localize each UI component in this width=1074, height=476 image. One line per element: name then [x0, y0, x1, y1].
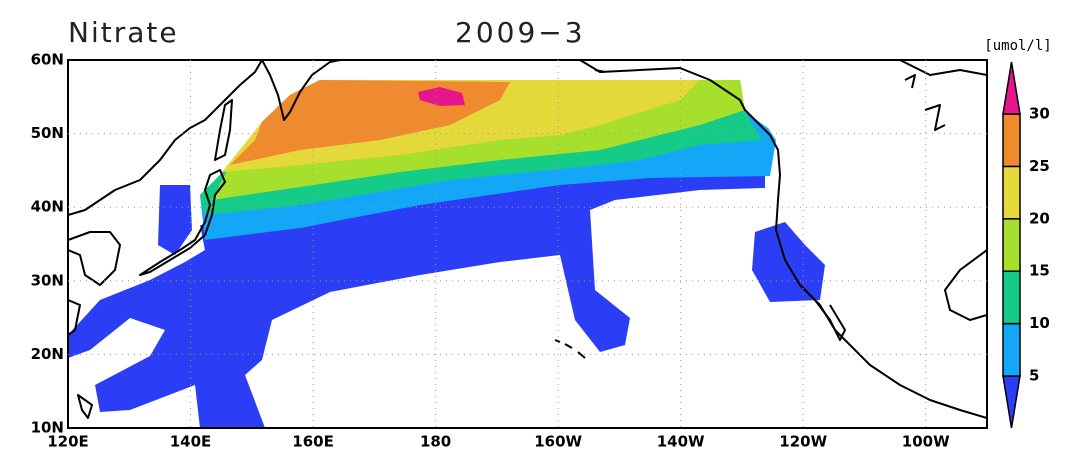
- colorbar-high-triangle: [1002, 61, 1021, 115]
- coast-kamchatka: [261, 60, 341, 121]
- x-tick-label: 140E: [170, 433, 212, 451]
- contour-region: [752, 222, 825, 302]
- x-tick-label: 180: [420, 433, 451, 451]
- colorbar-label: 10: [1029, 314, 1050, 332]
- coast-baja: [799, 284, 846, 341]
- y-tick-label: 50N: [31, 124, 64, 142]
- contour-region: [418, 87, 465, 106]
- coast-gulf: [944, 249, 987, 321]
- colorbar-label: 25: [1029, 157, 1050, 175]
- colorbar-segment: [1002, 218, 1021, 272]
- x-tick-label: 160E: [292, 433, 334, 451]
- colorbar: 5 10 15 20 25 30: [1002, 61, 1050, 429]
- colorbar-label: 5: [1029, 367, 1039, 385]
- date: 2009−3: [455, 16, 586, 49]
- coast-korea: [68, 231, 121, 286]
- x-tick-label: 160W: [534, 433, 582, 451]
- nitrate-field: [68, 80, 825, 428]
- units: [umol/l]: [984, 38, 1051, 54]
- y-tick-label: 20N: [31, 345, 64, 363]
- colorbar-label: 20: [1029, 209, 1050, 227]
- coast-japan: [139, 169, 226, 276]
- colorbar-label: 30: [1029, 105, 1050, 123]
- coast-alaska: [579, 60, 781, 176]
- coast-sakhalin: [214, 99, 233, 161]
- colorbar-segment: [1002, 322, 1021, 377]
- coast-islands: [594, 69, 946, 131]
- y-tick-label: 60N: [31, 51, 64, 69]
- x-tick-label: 120E: [47, 433, 89, 451]
- colorbar-segment: [1002, 113, 1021, 168]
- contour-region: [158, 185, 192, 255]
- y-tick-label: 10N: [31, 419, 64, 437]
- colorbar-label: 15: [1029, 262, 1050, 280]
- coast-hudson: [899, 60, 987, 76]
- coastlines: [68, 60, 987, 419]
- colorbar-low-triangle: [1002, 375, 1021, 429]
- x-tick-label: 100W: [902, 433, 950, 451]
- colorbar-segment: [1002, 270, 1021, 325]
- contour-region: [555, 82, 645, 120]
- colorbar-segment: [1002, 165, 1021, 220]
- title: Nitrate: [68, 16, 179, 49]
- x-tick-label: 120W: [779, 433, 827, 451]
- plot-frame: [67, 59, 988, 429]
- y-tick-label: 30N: [31, 271, 64, 289]
- coast-hawaii: [554, 339, 586, 359]
- y-tick-label: 40N: [31, 198, 64, 216]
- coast-taiwan: [77, 394, 93, 419]
- coast-china: [68, 299, 81, 336]
- x-tick-label: 140W: [657, 433, 705, 451]
- axes: 120E 140E 160E 180 160W 140W 120W 100W 10N 20N 30N…: [31, 51, 987, 451]
